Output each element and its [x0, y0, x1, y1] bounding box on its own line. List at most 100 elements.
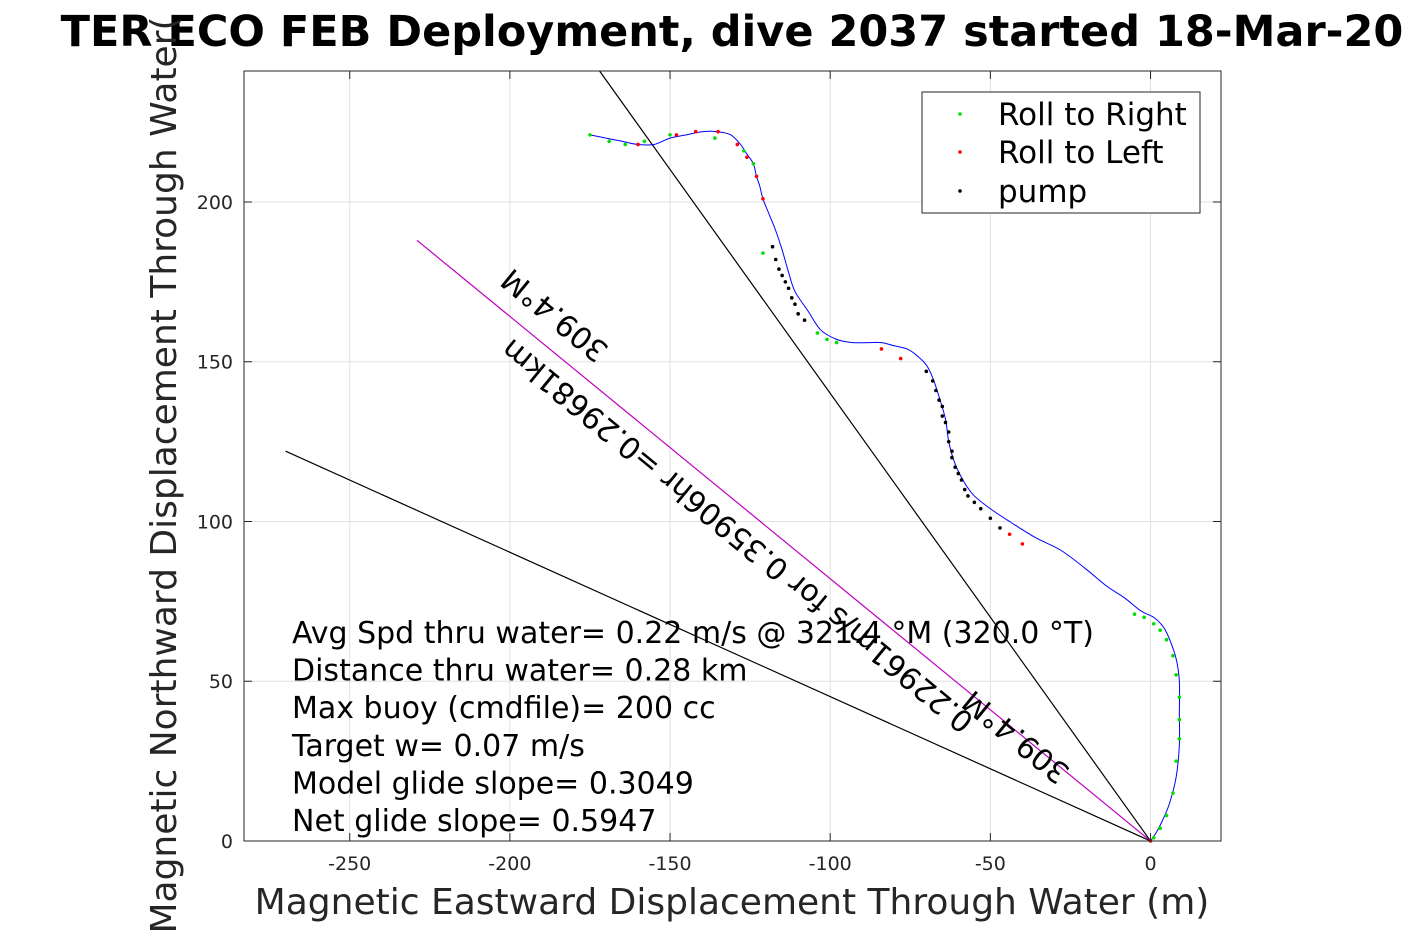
marker-roll-right [751, 161, 756, 166]
avg-course-line [416, 239, 1151, 842]
marker-pump [777, 267, 781, 271]
marker-roll-left [1020, 542, 1025, 546]
marker-roll-right [741, 149, 746, 153]
marker-roll-right [1177, 695, 1182, 700]
marker-roll-right [1158, 826, 1162, 831]
marker-pump [959, 478, 964, 482]
marker-pump [946, 430, 951, 434]
marker-pump [972, 500, 977, 505]
legend-label-pump: pump [998, 174, 1087, 210]
marker-roll-left [745, 155, 749, 160]
marker-pump [940, 414, 945, 418]
x-tick-label: -200 [488, 853, 531, 875]
marker-pump [930, 379, 935, 383]
marker-roll-right [713, 136, 717, 140]
marker-roll-left [1007, 532, 1012, 537]
legend-marker-roll-right [958, 112, 962, 116]
x-axis-label: Magnetic Eastward Displacement Through W… [255, 882, 1210, 923]
marker-roll-left [761, 197, 765, 201]
legend: Roll to Right Roll to Left pump [921, 91, 1201, 214]
marker-roll-right [642, 139, 647, 144]
marker-roll-right [1174, 673, 1178, 677]
annotation-line: Avg Spd thru water= 0.22 m/s @ 321.4 °M … [292, 616, 1094, 651]
legend-box [921, 91, 1201, 214]
marker-pump [924, 369, 929, 374]
x-tick-label: -100 [809, 853, 852, 875]
x-tick-label: -50 [975, 853, 1006, 875]
marker-roll-right [825, 337, 829, 342]
legend-label-roll-left: Roll to Left [998, 135, 1164, 171]
marker-roll-right [761, 251, 765, 255]
marker-roll-right [1171, 653, 1175, 658]
marker-roll-left [898, 356, 903, 361]
marker-roll-right [623, 142, 627, 147]
plot-frame [243, 70, 1222, 842]
marker-roll-left [735, 142, 740, 147]
marker-roll-left [693, 129, 698, 134]
heading-line-steep [599, 70, 1152, 842]
y-tick-label: 150 [197, 352, 233, 374]
marker-roll-right [668, 133, 672, 137]
marker-pump [962, 487, 967, 492]
marker-pump [773, 257, 778, 262]
marker-pump [937, 398, 941, 402]
marker-roll-right [1171, 791, 1175, 795]
marker-roll-left [636, 142, 640, 147]
marker-pump [793, 302, 797, 307]
marker-pump [946, 439, 951, 444]
marker-roll-right [1174, 759, 1178, 763]
marker-roll-right [607, 139, 611, 144]
x-tick-label: -250 [328, 853, 371, 875]
marker-pump [950, 455, 954, 460]
marker-pump [796, 312, 800, 316]
marker-pump [789, 296, 794, 300]
marker-roll-right [1177, 736, 1182, 741]
marker-pump [950, 449, 954, 454]
legend-label-roll-right: Roll to Right [998, 97, 1187, 133]
y-axis-label: Magnetic Northward Displacement Through … [144, 16, 185, 933]
marker-pump [966, 494, 970, 498]
marker-roll-right [815, 331, 820, 335]
y-tick-label: 0 [221, 831, 233, 853]
x-tick-label: 0 [1144, 853, 1156, 875]
marker-pump [802, 318, 807, 323]
marker-roll-left [716, 129, 720, 134]
annotation-line: Model glide slope= 0.3049 [292, 766, 694, 801]
annotation-line: Distance thru water= 0.28 km [292, 654, 747, 689]
chart-title: TER ECO FEB Deployment, dive 2037 starte… [61, 7, 1404, 57]
marker-pump [956, 471, 961, 476]
heading-line-shallow [285, 450, 1151, 842]
marker-pump [780, 273, 784, 278]
marker-roll-right [588, 133, 592, 137]
marker-roll-right [1151, 836, 1156, 840]
marker-pump [978, 506, 983, 511]
marker-pump [934, 388, 938, 393]
annotation-line: Net glide slope= 0.5947 [292, 804, 656, 839]
marker-roll-right [1158, 628, 1162, 632]
y-tick-label: 200 [197, 192, 233, 214]
reference-lines [285, 70, 1152, 842]
marker-roll-right [1177, 717, 1182, 722]
legend-marker-pump [958, 189, 962, 193]
markers [588, 129, 1182, 843]
marker-pump [953, 465, 957, 469]
marker-roll-left [879, 347, 884, 351]
marker-pump [940, 404, 945, 409]
legend-marker-roll-left [958, 150, 962, 154]
marker-roll-right [1164, 813, 1169, 818]
annotation-block: Avg Spd thru water= 0.22 m/s @ 321.4 °M … [291, 616, 1094, 839]
annotation-line: Target w= 0.07 m/s [291, 729, 585, 764]
marker-roll-right [834, 340, 839, 345]
marker-roll-right [1142, 615, 1146, 620]
track-path [589, 130, 1181, 842]
marker-pump [998, 526, 1002, 530]
marker-roll-right [1151, 621, 1156, 626]
marker-pump [770, 244, 775, 249]
ticks: -250 -200 -150 -100 -50 0 0 50 100 150 200 [197, 71, 1221, 875]
marker-pump [786, 286, 791, 291]
marker-roll-left [674, 133, 679, 137]
track-line [589, 130, 1181, 842]
marker-pump [783, 280, 788, 284]
marker-pump [988, 516, 993, 521]
